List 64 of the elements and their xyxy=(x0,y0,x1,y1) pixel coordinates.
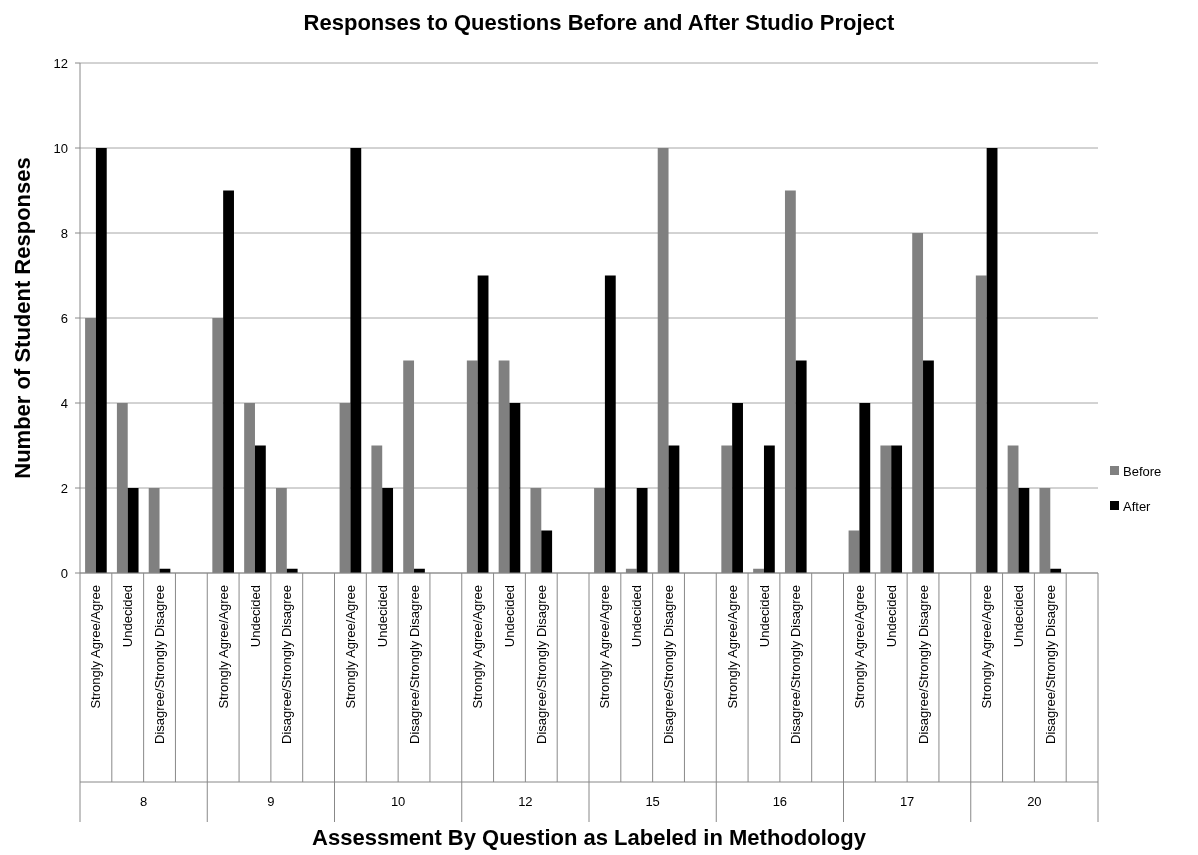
text: 16 xyxy=(772,794,788,809)
x-tick-label: Undecided xyxy=(374,585,390,648)
x-tick-label: Strongly Agree/Agree xyxy=(851,585,867,709)
y-tick-label: 10 xyxy=(53,140,68,156)
bar xyxy=(604,275,616,573)
bar xyxy=(986,148,998,573)
y-axis-title: Number of Student Responses xyxy=(10,157,35,479)
x-tick-label: Disagree/Strongly Disagree xyxy=(1042,585,1058,744)
x-tick-label: Undecided xyxy=(756,585,772,648)
x-tick-label: Strongly Agree/Agree xyxy=(342,585,358,709)
bar xyxy=(732,403,743,573)
bar xyxy=(95,148,107,573)
legend-label: After xyxy=(1123,498,1152,514)
y-tick-label: 8 xyxy=(60,225,68,241)
bar xyxy=(859,403,871,573)
text: 15 xyxy=(645,794,660,809)
bar xyxy=(923,360,934,573)
bar xyxy=(127,488,139,573)
x-tick-label: Disagree/Strongly Disagree xyxy=(533,585,549,744)
bar xyxy=(668,445,680,573)
x-tick-label: Disagree/Strongly Disagree xyxy=(279,585,295,744)
x-tick-label: Strongly Agree/Agree xyxy=(88,585,104,709)
x-tick-label: Disagree/Strongly Disagree xyxy=(152,585,168,744)
x-tick-label: Disagree/Strongly Disagree xyxy=(406,585,422,744)
x-tick-label: Disagree/Strongly Disagree xyxy=(788,585,804,744)
bar xyxy=(763,445,775,573)
bar xyxy=(541,530,553,573)
x-tick-label: Undecided xyxy=(883,585,899,648)
text: 17 xyxy=(899,794,915,809)
bar xyxy=(795,360,807,573)
bar xyxy=(350,148,362,573)
bar xyxy=(477,275,489,573)
bar xyxy=(1018,488,1030,573)
x-tick-label: Undecided xyxy=(502,585,518,648)
x-tick-label: Strongly Agree/Agree xyxy=(215,585,231,709)
legend-label: Before xyxy=(1123,463,1162,479)
bar xyxy=(636,488,648,573)
x-tick-label: Strongly Agree/Agree xyxy=(979,585,995,709)
x-tick-label: Strongly Agree/Agree xyxy=(470,585,486,709)
bar xyxy=(509,403,521,573)
y-tick-label: 6 xyxy=(60,310,68,326)
x-tick-label: Disagree/Strongly Disagree xyxy=(661,585,677,744)
y-tick-label: 4 xyxy=(60,395,68,411)
y-tick-label: 12 xyxy=(53,55,68,71)
text: 9 xyxy=(267,794,275,809)
bar xyxy=(254,445,266,573)
bar xyxy=(382,488,394,573)
x-tick-label: Undecided xyxy=(247,585,263,648)
text: 8 xyxy=(140,794,148,809)
text: 12 xyxy=(518,794,533,809)
text: 20 xyxy=(1027,794,1042,809)
chart-title: Responses to Questions Before and After Studio Project xyxy=(303,10,896,35)
bar xyxy=(223,190,234,573)
x-tick-label: Undecided xyxy=(1011,585,1027,648)
x-tick-label: Undecided xyxy=(120,585,136,648)
y-tick-label: 2 xyxy=(60,480,68,496)
y-tick-label: 0 xyxy=(60,565,68,581)
x-tick-label: Strongly Agree/Agree xyxy=(724,585,740,709)
x-axis-title: Assessment By Question as Labeled in Methodology xyxy=(312,825,867,850)
text: 10 xyxy=(390,794,406,809)
bar xyxy=(891,445,903,573)
x-tick-label: Undecided xyxy=(629,585,645,648)
x-tick-label: Strongly Agree/Agree xyxy=(597,585,613,709)
x-tick-label: Disagree/Strongly Disagree xyxy=(915,585,931,744)
